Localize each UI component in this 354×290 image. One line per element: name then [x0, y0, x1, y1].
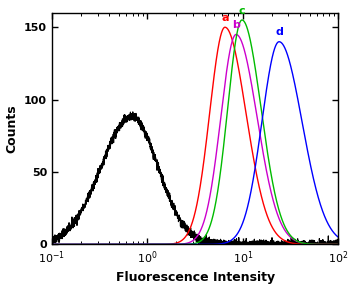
Text: b: b — [232, 20, 240, 30]
Text: a: a — [221, 13, 229, 23]
X-axis label: Fluorescence Intensity: Fluorescence Intensity — [115, 271, 275, 284]
Text: d: d — [275, 27, 283, 37]
Text: c: c — [239, 6, 245, 16]
Y-axis label: Counts: Counts — [6, 104, 18, 153]
